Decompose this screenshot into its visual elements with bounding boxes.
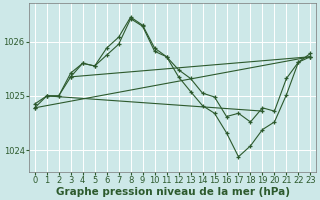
X-axis label: Graphe pression niveau de la mer (hPa): Graphe pression niveau de la mer (hPa) — [56, 187, 290, 197]
